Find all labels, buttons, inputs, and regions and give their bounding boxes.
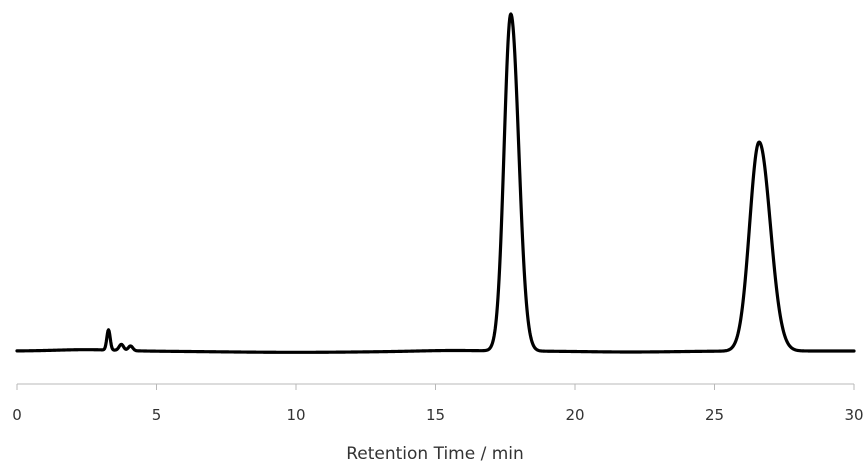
x-tick-label: 5: [152, 406, 162, 424]
x-tick-label: 0: [12, 406, 22, 424]
x-axis-tick-labels: 0 5 10 15 20 25 30: [12, 406, 863, 424]
x-tick-label: 10: [286, 406, 305, 424]
x-tick-label: 15: [426, 406, 445, 424]
chromatogram-trace: [15, 12, 856, 354]
x-tick-label: 30: [844, 406, 863, 424]
x-tick-label: 25: [705, 406, 724, 424]
x-tick-label: 20: [565, 406, 584, 424]
x-axis-title: Retention Time / min: [346, 444, 524, 463]
x-axis-ticks: [16, 384, 855, 390]
